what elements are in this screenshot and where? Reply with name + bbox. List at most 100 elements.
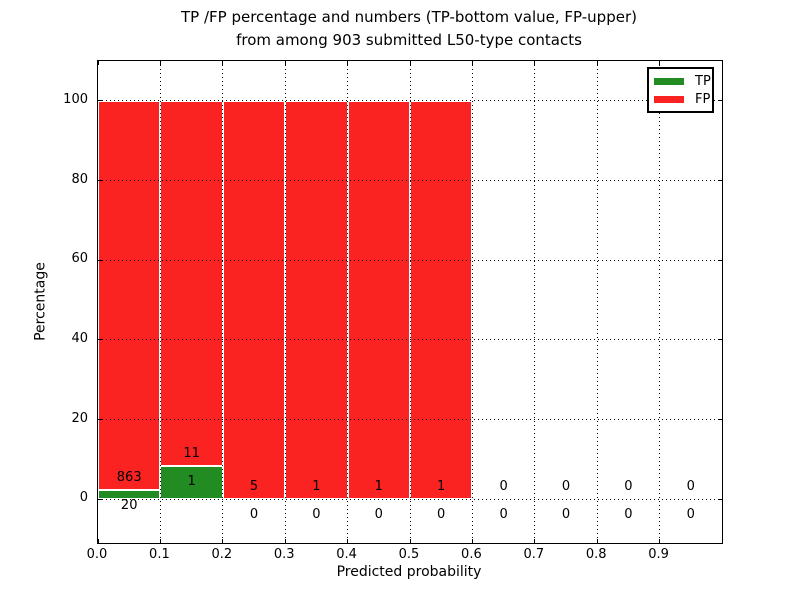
y-tick-mark-right — [718, 339, 722, 341]
x-tick-label: 0.1 — [149, 547, 170, 562]
x-tick-mark-top — [596, 61, 598, 65]
gridline-vertical — [284, 61, 286, 543]
x-tick-label: 0.0 — [86, 547, 108, 562]
gridline-horizontal — [98, 419, 722, 420]
y-tick-mark-right — [718, 259, 722, 261]
x-tick-mark-top — [159, 61, 161, 65]
y-tick-label: 40 — [71, 330, 88, 346]
y-tick-mark — [98, 100, 102, 102]
plot-area: TP FP 863 20 11 1 5 0 1 0 1 0 1 0 0 0 0 0 0 0 0 0 — [97, 60, 723, 544]
fp-count-label: 0 — [561, 479, 571, 495]
chart-title-line1: TP /FP percentage and numbers (TP-bottom… — [181, 8, 637, 26]
tp-count-label: 0 — [624, 507, 633, 523]
x-tick-label: 0.7 — [523, 547, 545, 562]
fp-count-label: 0 — [624, 479, 633, 495]
fp-count-label: 1 — [374, 479, 383, 495]
x-tick-mark — [97, 539, 99, 543]
tp-count-label: 0 — [561, 507, 571, 523]
y-tick-mark-right — [718, 498, 722, 500]
y-tick-label: 0 — [79, 490, 88, 506]
x-tick-mark — [284, 539, 286, 543]
gridline-vertical — [471, 61, 473, 543]
gridline-vertical — [659, 61, 661, 543]
x-tick-label: 0.8 — [585, 547, 607, 562]
gridline-vertical — [159, 61, 161, 543]
chart-title-line2: from among 903 submitted L50-type contac… — [236, 31, 582, 49]
tp-count-label: 0 — [499, 507, 508, 523]
x-tick-label: 0.6 — [461, 547, 482, 562]
x-tick-mark-top — [471, 61, 473, 65]
tp-count-label: 0 — [437, 507, 446, 523]
x-tick-mark — [347, 539, 349, 543]
gridline-vertical — [409, 61, 411, 543]
fp-count-label: 1 — [437, 479, 446, 495]
bar-fp-segment — [347, 100, 410, 500]
x-tick-mark — [471, 539, 473, 543]
x-tick-mark — [222, 539, 224, 543]
gridline-vertical — [596, 61, 598, 543]
fp-count-label: 863 — [116, 470, 142, 486]
bar-fp-segment — [410, 100, 473, 500]
y-tick-mark-right — [718, 180, 722, 181]
legend-swatch-fp — [654, 95, 684, 103]
x-tick-label: 0.5 — [398, 547, 420, 562]
bar-tp-segment — [160, 465, 223, 500]
y-tick-mark — [98, 419, 102, 420]
x-tick-mark-top — [534, 61, 536, 65]
bar-fp-segment — [160, 100, 223, 466]
x-tick-mark — [659, 539, 661, 543]
x-tick-mark — [159, 539, 161, 543]
chart-title: TP /FP percentage and numbers (TP-bottom… — [97, 6, 721, 52]
y-tick-label: 20 — [71, 410, 88, 426]
bar-fp-segment — [98, 100, 161, 491]
legend-label-tp: TP — [695, 73, 711, 89]
x-axis-label: Predicted probability — [336, 564, 482, 580]
tp-count-label: 0 — [249, 507, 259, 523]
y-tick-label: 100 — [63, 91, 88, 107]
gridline-vertical — [347, 61, 349, 543]
tp-count-label: 20 — [120, 498, 138, 514]
y-tick-mark-right — [718, 419, 722, 420]
x-tick-mark — [534, 539, 536, 543]
x-tick-mark-top — [347, 61, 349, 65]
fp-count-label: 0 — [499, 479, 508, 495]
gridline-vertical — [534, 61, 536, 543]
legend-label-fp: FP — [695, 91, 711, 107]
bar-fp-segment — [222, 100, 286, 500]
y-tick-mark-right — [718, 100, 722, 102]
gridline-horizontal — [98, 259, 722, 261]
gridline-horizontal — [98, 100, 722, 102]
gridline-horizontal — [98, 180, 722, 181]
x-tick-label: 0.4 — [336, 547, 357, 562]
fp-count-label: 0 — [686, 479, 695, 495]
x-tick-label: 0.2 — [211, 547, 233, 562]
y-tick-label: 60 — [71, 251, 88, 267]
x-tick-mark-top — [284, 61, 286, 65]
y-tick-mark — [98, 180, 102, 181]
x-tick-mark-top — [659, 61, 661, 65]
x-tick-mark — [409, 539, 411, 543]
bar-fp-segment — [285, 100, 348, 500]
gridline-vertical — [222, 61, 224, 543]
x-tick-mark — [596, 539, 598, 543]
y-tick-mark — [98, 498, 102, 500]
x-tick-mark-top — [97, 61, 99, 65]
gridline-horizontal — [98, 339, 722, 341]
x-tick-label: 0.3 — [273, 547, 295, 562]
tp-count-label: 1 — [187, 473, 196, 489]
x-tick-mark-top — [409, 61, 411, 65]
x-tick-label: 0.9 — [648, 547, 669, 562]
gridline-horizontal — [98, 498, 722, 500]
legend-entry-fp: FP — [654, 91, 711, 107]
legend-swatch-tp — [654, 77, 684, 85]
bar-tp-segment — [98, 490, 161, 500]
fp-count-label: 5 — [249, 479, 259, 495]
tp-count-label: 0 — [312, 507, 321, 523]
tp-count-label: 0 — [686, 507, 695, 523]
fp-count-label: 11 — [183, 446, 200, 462]
legend: TP FP — [647, 67, 714, 113]
tp-count-label: 0 — [374, 507, 383, 523]
y-tick-mark — [98, 259, 102, 261]
fp-count-label: 1 — [312, 479, 321, 495]
